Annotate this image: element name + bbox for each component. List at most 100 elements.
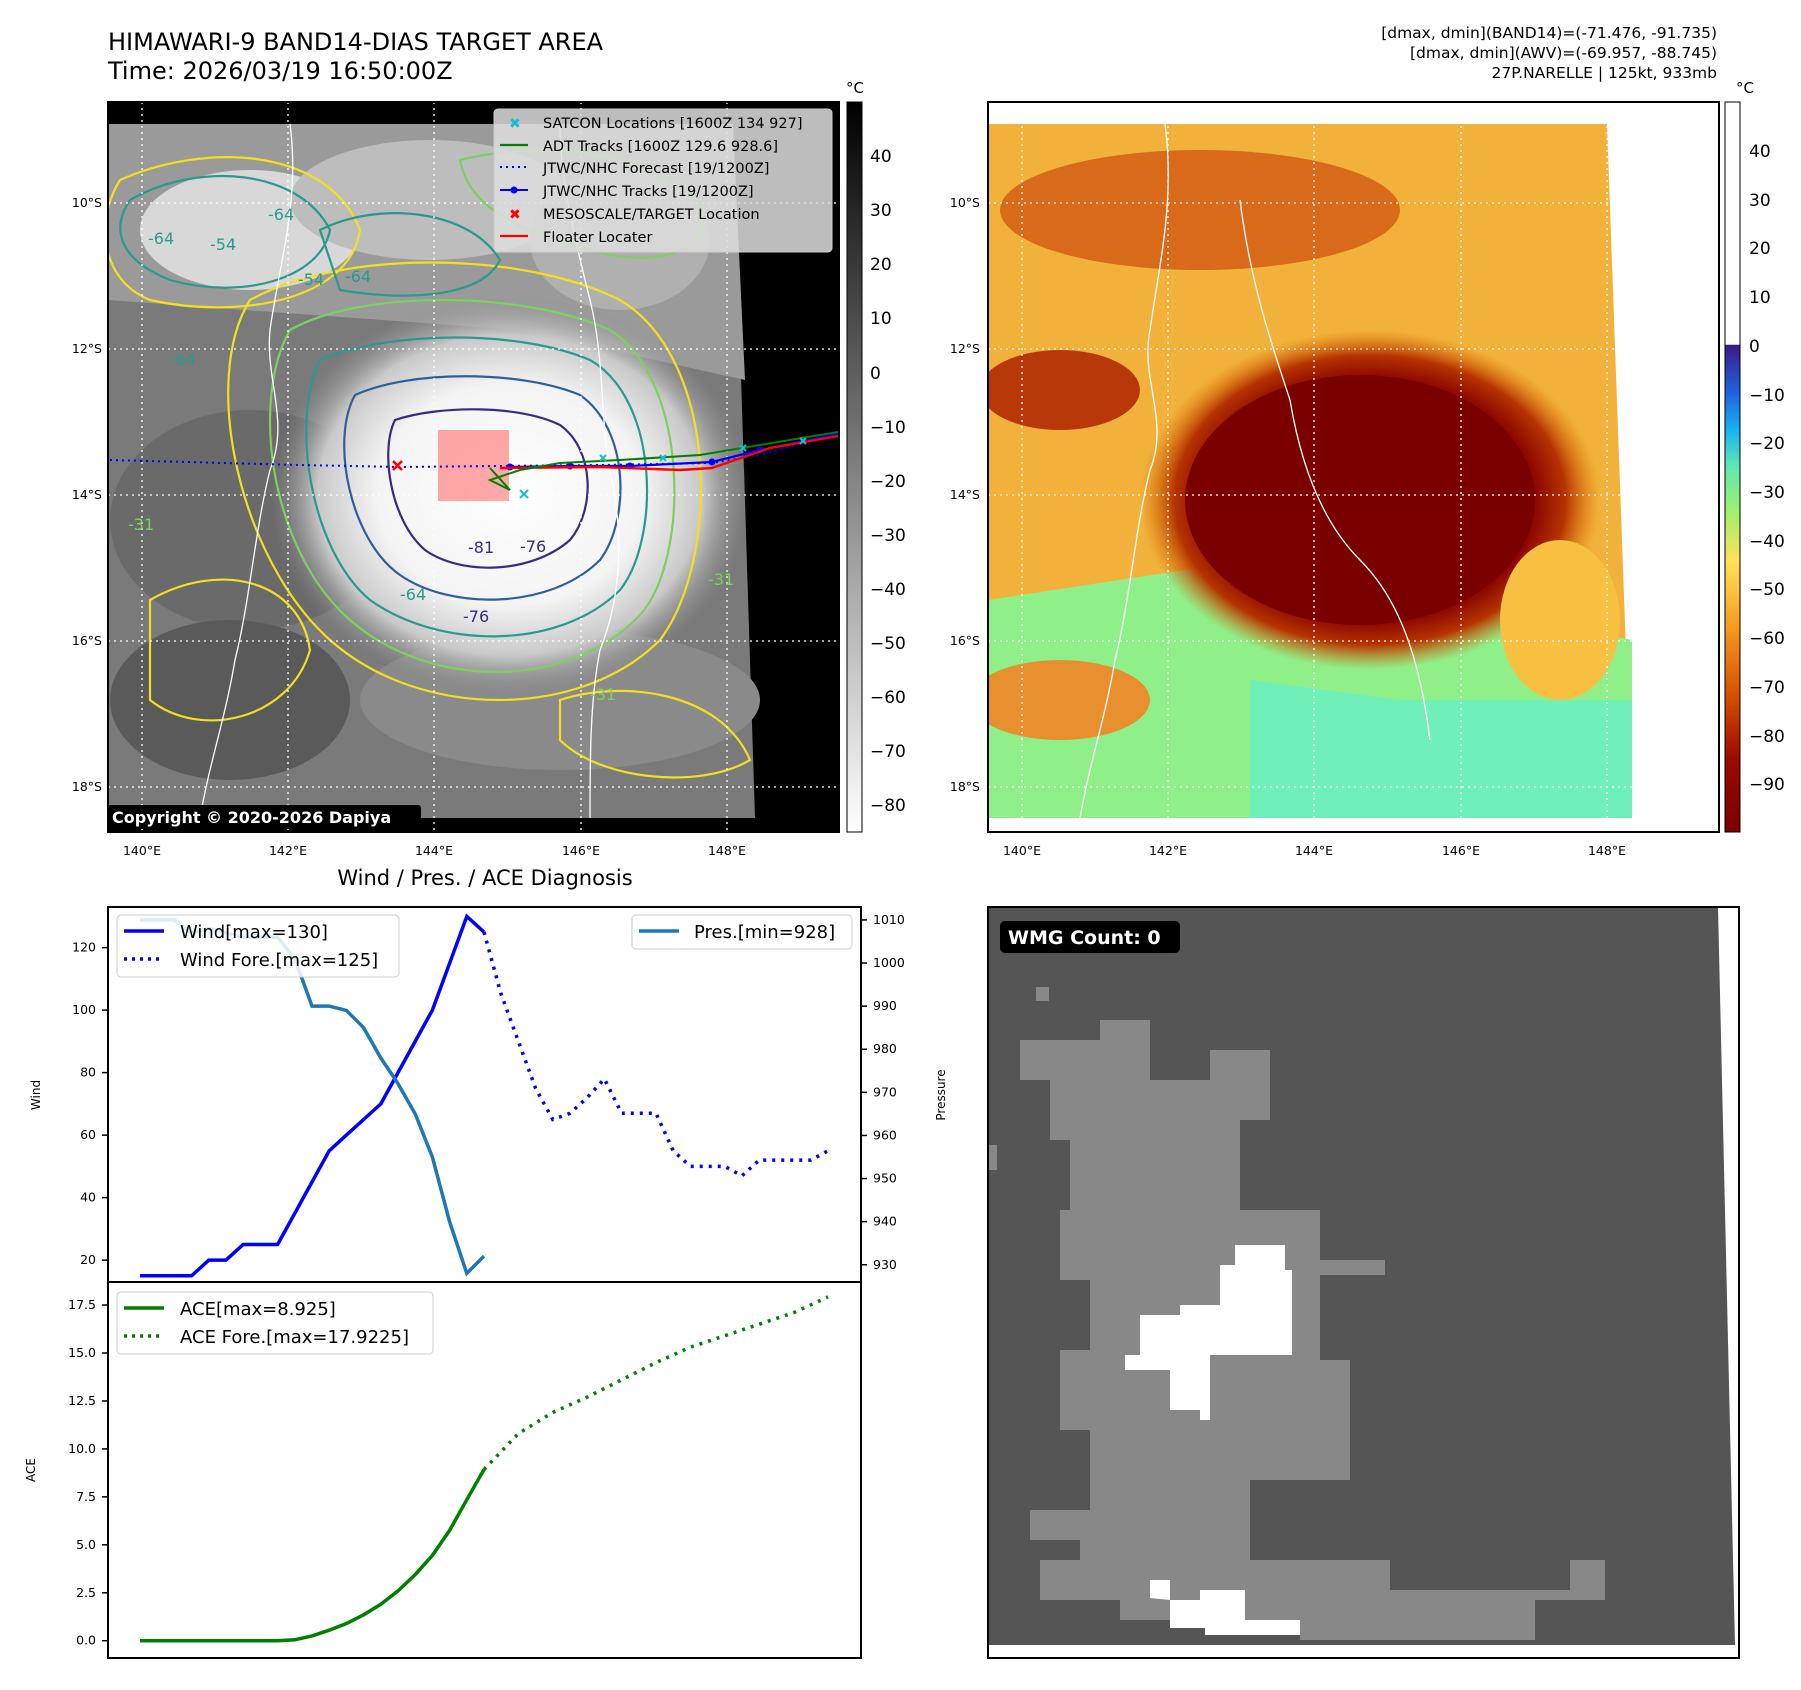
wmg-badge-text: WMG Count: 0 [1008,927,1161,949]
svg-text:40: 40 [1749,142,1771,162]
copyright-text: Copyright © 2020-2026 Dapiya [112,808,391,827]
svg-text:−50: −50 [870,634,906,654]
pressure-tick-label: 1000 [873,955,905,970]
band14-range-text: [dmax, dmin](BAND14)=(-71.476, -91.735) [1381,24,1717,42]
svg-text:18°S: 18°S [72,779,102,794]
svg-text:16°S: 16°S [72,633,102,648]
svg-text:142°E: 142°E [269,843,307,858]
svg-text:-76: -76 [463,607,489,626]
floater-locater-line [499,434,839,472]
svg-text:20: 20 [1749,239,1771,259]
ir-legend: ✖ ✖ SATCON Locations [1600Z 134 927] ADT… [493,108,833,253]
svg-text:40: 40 [870,147,892,167]
ir-map-frame [107,101,840,833]
wmg-frame [987,906,1740,1659]
svg-text:12°S: 12°S [72,341,102,356]
pressure-tick-label: 990 [873,998,897,1013]
svg-text:148°E: 148°E [1588,843,1626,858]
svg-text:10°S: 10°S [72,195,102,210]
wv-colorbar-unit: °C [1736,79,1754,97]
svg-text:-31: -31 [128,515,154,534]
contour-labels: -64 -64 -54 -64 -64 -76 -64 -31 -31 -31 … [128,205,734,704]
svg-text:-54: -54 [210,235,236,254]
svg-text:-76: -76 [520,537,546,556]
pressure-tick-label: 960 [873,1127,897,1142]
svg-text:-64: -64 [148,229,174,248]
legend-jtwc-tracks: JTWC/NHC Tracks [19/1200Z] [542,184,754,200]
ir-colorbar-unit: °C [846,79,864,97]
svg-text:-64: -64 [268,205,294,224]
wv-satellite-image [988,102,1719,832]
ace-chart: 0.0 2.5 5.0 7.5 10.0 12.5 15.0 17.5 ACE ACE[max… [24,1281,862,1659]
jtwc-forecast-line [109,433,839,469]
svg-text:18°S: 18°S [950,779,980,794]
wmg-image [988,907,1739,1658]
ace-tick-label: 0.0 [76,1633,96,1648]
wind-axis-label: Wind [29,1080,43,1110]
svg-text:146°E: 146°E [1442,843,1480,858]
pressure-tick-label: 1010 [873,912,905,927]
svg-text:-81: -81 [468,538,494,557]
wv-lon-ticks: 140°E 142°E 144°E 146°E 148°E [1003,843,1626,858]
svg-text:144°E: 144°E [1295,843,1333,858]
ace-series-line-0 [140,1468,486,1643]
wv-colorbar [1724,101,1741,833]
storm-info-text: 27P.NARELLE | 125kt, 933mb [1491,64,1718,82]
wind-pressure-chart: 20 40 60 80 100 120 930 940 950 960 970 980 990 1000… [29,906,948,1283]
figure-title: HIMAWARI-9 BAND14-DIAS TARGET AREA [108,28,604,56]
svg-text:−60: −60 [1749,629,1785,649]
wind-tick-label: 80 [80,1065,96,1080]
ace-tick-label: 7.5 [76,1489,96,1504]
svg-text:0: 0 [1749,337,1760,357]
target-area-box [438,430,509,501]
ir-lon-ticks: 140°E 142°E 144°E 146°E 148°E [123,843,746,858]
ace-tick-label: 12.5 [68,1393,96,1408]
svg-text:-31: -31 [590,685,616,704]
svg-text:−30: −30 [870,526,906,546]
wind-tick-label: 100 [72,1002,96,1017]
legend-wind: Wind[max=130] [180,922,328,943]
pressure-tick-label: 970 [873,1084,897,1099]
pressure-axis-label: Pressure [934,1069,948,1120]
svg-text:30: 30 [870,201,892,221]
svg-text:20: 20 [870,255,892,275]
figure-timestamp: Time: 2026/03/19 16:50:00Z [108,57,453,85]
svg-text:−80: −80 [1749,727,1785,747]
ace-tick-label: 15.0 [68,1345,96,1360]
svg-text:142°E: 142°E [1149,843,1187,858]
legend-floater: Floater Locater [543,230,652,246]
svg-text:14°S: 14°S [950,487,980,502]
diagnosis-title: Wind / Pres. / ACE Diagnosis [337,866,632,890]
ir-colorbar [846,101,863,833]
svg-text:−10: −10 [1749,386,1785,406]
svg-text:−90: −90 [1749,775,1785,795]
ir-lat-ticks: 10°S 12°S 14°S 16°S 18°S [72,195,102,794]
svg-text:146°E: 146°E [562,843,600,858]
ace-tick-label: 5.0 [76,1537,96,1552]
svg-text:140°E: 140°E [1003,843,1041,858]
svg-text:✖: ✖ [509,207,521,223]
svg-text:148°E: 148°E [708,843,746,858]
svg-text:−70: −70 [870,742,906,762]
legend-ace: ACE[max=8.925] [180,1299,336,1320]
wind-tick-label: 40 [80,1190,96,1205]
svg-text:−20: −20 [870,472,906,492]
legend-satcon: SATCON Locations [1600Z 134 927] [543,116,802,132]
awv-range-text: [dmax, dmin](AWV)=(-69.957, -88.745) [1410,44,1717,62]
wind-tick-label: 120 [72,940,96,955]
svg-text:14°S: 14°S [72,487,102,502]
pressure-tick-label: 930 [873,1257,897,1272]
svg-text:−10: −10 [870,418,906,438]
svg-text:−60: −60 [870,688,906,708]
wv-lat-ticks: 10°S 12°S 14°S 16°S 18°S [950,195,980,794]
legend-jtwc-forecast: JTWC/NHC Forecast [19/1200Z] [542,161,769,177]
ace-tick-label: 17.5 [68,1297,96,1312]
svg-text:−40: −40 [870,580,906,600]
pressure-tick-label: 940 [873,1214,897,1229]
svg-text:16°S: 16°S [950,633,980,648]
legend-ace-forecast: ACE Fore.[max=17.9225] [180,1327,409,1348]
svg-text:−70: −70 [1749,678,1785,698]
svg-text:−40: −40 [1749,532,1785,552]
ir-colorbar-ticks: 40 30 20 10 0 −10 −20 −30 −40 −50 −60 −7… [870,147,906,816]
